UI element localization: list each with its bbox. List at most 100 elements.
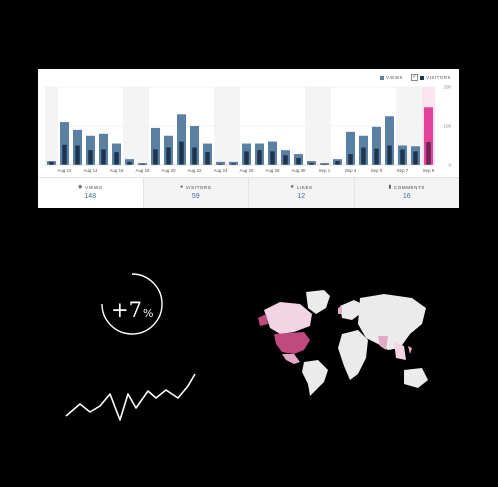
legend-visitors-label: Visitors [426,75,451,80]
visitors-bar [283,155,288,165]
visitors-bar [413,151,418,165]
southeast-asia [394,342,406,360]
x-tick-label: Aug 14 [84,168,98,173]
y-tick-label: 100 [443,124,451,129]
visitors-bar [387,145,392,165]
views-bar [190,126,199,165]
x-tick-label: Aug 18 [136,168,150,173]
visitors-bar [335,161,340,165]
visitors-label: Visitors [185,184,212,190]
tab-visitors[interactable]: ● Visitors 59 [143,178,249,208]
views-bar [372,126,381,165]
views-bar-chart: 0 100 200 Aug 12 Aug 14 Aug 16 Aug 18 Aug 20 Aug… [45,85,451,173]
comments-label: Comments [393,184,425,190]
visitors-bar [244,151,249,165]
visitors-bar [400,149,405,165]
trend-graphic: +7% [65,273,196,421]
legend-views[interactable]: Views [380,75,403,80]
eye-icon: ◉ [78,184,83,190]
comments-value: 16 [402,193,411,200]
x-tick-label: Sep 9 [423,168,435,173]
alaska [258,314,268,326]
europe [340,300,362,320]
tab-views[interactable]: ◉ Views 148 [38,178,144,208]
visitors-bar [322,164,327,165]
visitors-bar [127,161,132,165]
visitors-bar [153,149,158,165]
views-bar [320,163,329,165]
tab-comments[interactable]: ▮ Comments 16 [354,178,459,208]
canada [264,302,312,334]
visitors-bar [49,161,54,165]
x-tick-label: Aug 30 [292,168,306,173]
visitors-bar [101,149,106,165]
visitors-bar [140,163,145,165]
visitors-bar [270,151,275,165]
visitors-bar [231,163,236,165]
x-tick-label: Sep 5 [371,168,383,173]
visitors-bar [166,147,171,165]
x-tick-label: Aug 12 [58,168,72,173]
visitors-checkbox-icon[interactable]: ✓ [411,74,419,81]
views-bar [424,107,433,165]
visitors-swatch [420,75,425,80]
views-bar [385,116,394,165]
x-tick-label: Sep 3 [345,168,357,173]
person-icon: ● [180,184,184,190]
trend-percent: +7% [111,298,153,322]
chart-legend: Views ✓ Visitors [380,74,451,81]
star-icon: ★ [289,184,295,190]
x-tick-label: Aug 22 [188,168,202,173]
views-bar [177,114,186,165]
percent-circle-arc [101,273,163,335]
visitors-bar [361,147,366,165]
visitors-bar [205,152,210,165]
likes-value: 12 [297,193,306,200]
likes-label: Likes [296,184,313,190]
australia [404,368,428,388]
summary-tabs: ◉ Views 148 ● Visitors 59 ★ Likes 12 ▮ C… [38,177,459,208]
visitors-bar [257,150,262,165]
south-america [302,360,328,396]
visitors-bar [348,154,353,165]
views-value: 148 [84,193,97,200]
stats-card: 0 100 200 Aug 12 Aug 14 Aug 16 Aug 18 Aug 20 Aug… [38,69,459,208]
views-bar [99,133,108,165]
x-tick-label: Aug 28 [266,168,280,173]
visitors-bar [88,150,93,165]
tab-likes[interactable]: ★ Likes 12 [249,178,355,208]
x-tick-label: Aug 16 [110,168,124,173]
x-tick-label: Aug 26 [240,168,254,173]
india [378,336,388,350]
visitors-bar [75,145,80,165]
views-bar [60,122,69,165]
comment-icon: ▮ [388,184,392,190]
visitors-bar [192,147,197,165]
x-tick-label: Sep 7 [397,168,409,173]
legend-visitors[interactable]: ✓ Visitors [411,74,451,81]
visitors-bar [296,157,301,165]
views-bar [216,161,225,165]
visitors-bar [179,141,184,165]
mexico [282,354,300,364]
visitors-bar [374,148,379,165]
philippines [408,346,412,354]
views-swatch [380,75,385,80]
legend-views-label: Views [386,75,404,80]
views-bar [151,127,160,165]
y-tick-label: 200 [443,85,451,90]
map-land [302,290,428,396]
usa [274,332,310,354]
visitors-value: 59 [191,193,200,200]
visitors-bar [426,141,431,165]
visitors-bar [218,163,223,165]
asia [358,294,426,350]
world-map [258,290,428,396]
x-tick-label: Sep 1 [319,168,331,173]
visitors-bar [62,144,67,165]
africa [338,330,368,380]
x-tick-label: Aug 24 [214,168,228,173]
views-label: Views [84,184,103,190]
visitors-bar [114,152,119,165]
uk [338,306,342,314]
